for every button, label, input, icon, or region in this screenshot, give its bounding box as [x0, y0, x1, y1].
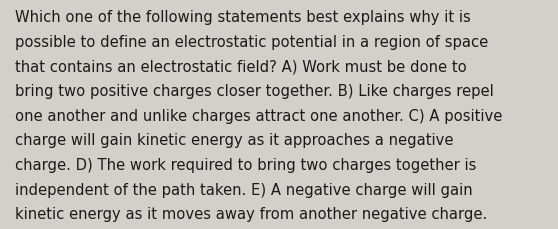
Text: bring two positive charges closer together. B) Like charges repel: bring two positive charges closer togeth… — [15, 84, 494, 99]
Text: Which one of the following statements best explains why it is: Which one of the following statements be… — [15, 10, 471, 25]
Text: that contains an electrostatic field? A) Work must be done to: that contains an electrostatic field? A)… — [15, 59, 467, 74]
Text: independent of the path taken. E) A negative charge will gain: independent of the path taken. E) A nega… — [15, 182, 473, 197]
Text: kinetic energy as it moves away from another negative charge.: kinetic energy as it moves away from ano… — [15, 206, 487, 221]
Text: charge will gain kinetic energy as it approaches a negative: charge will gain kinetic energy as it ap… — [15, 133, 454, 148]
Text: charge. D) The work required to bring two charges together is: charge. D) The work required to bring tw… — [15, 157, 477, 172]
Text: possible to define an electrostatic potential in a region of space: possible to define an electrostatic pote… — [15, 35, 488, 50]
Text: one another and unlike charges attract one another. C) A positive: one another and unlike charges attract o… — [15, 108, 502, 123]
